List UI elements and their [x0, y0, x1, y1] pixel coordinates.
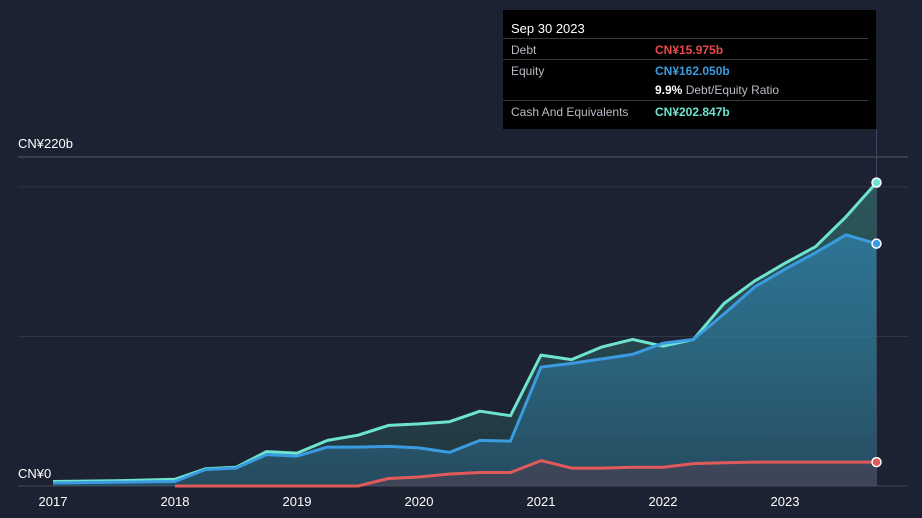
tooltip-cash-value: CN¥202.847b	[655, 105, 730, 119]
debt-line	[175, 459, 877, 488]
tooltip-debt-label: Debt	[511, 43, 537, 57]
tooltip-equity-row: Equity CN¥162.050b	[503, 59, 868, 80]
tooltip-panel: Sep 30 2023 Debt CN¥15.975b Equity CN¥16…	[503, 10, 876, 129]
y-tick-label-zero: CN¥0	[18, 466, 52, 481]
debt-end-marker	[871, 456, 882, 468]
tooltip-equity-label: Equity	[511, 64, 545, 78]
x-tick-label-2021: 2021	[527, 494, 556, 509]
x-tick-label-2020: 2020	[405, 494, 434, 509]
tooltip-equity-value: CN¥162.050b	[655, 64, 730, 78]
x-tick-label-2019: 2019	[283, 494, 312, 509]
x-tick-label-2017: 2017	[39, 494, 68, 509]
tooltip-date: Sep 30 2023	[511, 21, 585, 36]
tooltip-debt-value: CN¥15.975b	[655, 43, 724, 57]
tooltip-ratio: 9.9% Debt/Equity Ratio	[655, 83, 779, 97]
cash-end-marker	[871, 177, 882, 188]
equity-end-marker	[871, 238, 882, 249]
x-tick-label-2018: 2018	[161, 494, 190, 509]
equity-area	[53, 234, 877, 486]
tooltip-ratio-text: Debt/Equity Ratio	[685, 83, 780, 97]
x-tick-label-2023: 2023	[771, 494, 800, 509]
debt-area	[175, 460, 877, 486]
tooltip-ratio-pct: 9.9%	[655, 83, 683, 97]
tooltip-debt-row: Debt CN¥15.975b	[503, 38, 868, 59]
y-tick-label-top: CN¥220b	[18, 136, 73, 151]
tooltip-cash-label: Cash And Equivalents	[511, 105, 629, 119]
tooltip-cash-row: Cash And Equivalents CN¥202.847b	[503, 100, 868, 121]
equity-line	[52, 233, 877, 485]
x-tick-label-2022: 2022	[649, 494, 678, 509]
